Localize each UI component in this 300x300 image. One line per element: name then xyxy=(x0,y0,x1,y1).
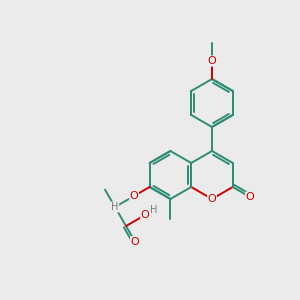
Text: H: H xyxy=(150,205,158,215)
Text: H: H xyxy=(111,202,119,212)
Text: O: O xyxy=(130,237,140,247)
Text: O: O xyxy=(208,56,216,66)
Text: O: O xyxy=(141,210,149,220)
Text: O: O xyxy=(208,194,216,204)
Text: O: O xyxy=(130,191,138,201)
Text: O: O xyxy=(246,192,254,202)
